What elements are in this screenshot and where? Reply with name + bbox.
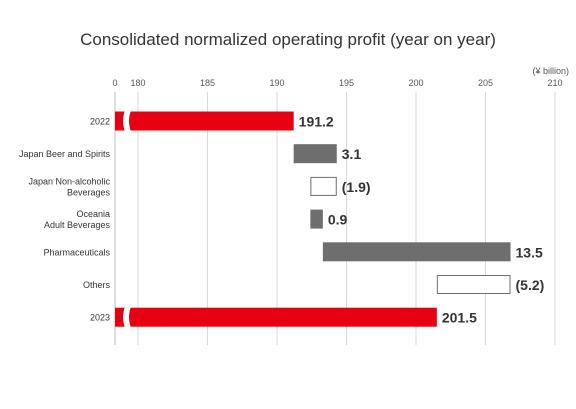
x-tick-label: 200 [408, 78, 423, 88]
unit-label: (¥ billion) [532, 66, 569, 76]
data-label: (1.9) [342, 179, 371, 195]
x-tick-label: 190 [269, 78, 284, 88]
category-label: 2022 [90, 117, 110, 127]
category-label: Oceania [76, 209, 110, 219]
data-label: 201.5 [442, 310, 477, 326]
category-label: Pharmaceuticals [43, 247, 110, 257]
decrease-bar [436, 275, 511, 294]
category-label: Others [83, 280, 111, 290]
data-label: 3.1 [342, 146, 362, 162]
increase-bar [310, 209, 323, 229]
total-bar [115, 307, 437, 327]
category-label: Adult Beverages [44, 220, 111, 230]
x-tick-label: 205 [478, 78, 493, 88]
total-bar [115, 111, 294, 131]
x-tick-label: 0 [112, 78, 117, 88]
chart-title: Consolidated normalized operating profit… [80, 30, 496, 49]
axis-break-mark [123, 306, 131, 328]
increase-bar [293, 144, 337, 164]
x-tick-label: 195 [339, 78, 354, 88]
category-label: Japan Beer and Spirits [19, 149, 111, 159]
data-label: (5.2) [516, 277, 545, 293]
x-tick-label: 185 [200, 78, 215, 88]
category-label: Beverages [67, 187, 111, 197]
axis-break-mark [123, 110, 131, 132]
increase-bar [322, 242, 511, 262]
data-label: 191.2 [299, 114, 334, 130]
x-tick-label: 210 [547, 78, 562, 88]
data-label: 13.5 [516, 244, 543, 260]
x-tick-label: 180 [130, 78, 145, 88]
decrease-bar [310, 176, 337, 196]
category-label: Japan Non-alcoholic [28, 176, 110, 186]
category-label: 2023 [90, 313, 110, 323]
data-label: 0.9 [328, 212, 348, 228]
